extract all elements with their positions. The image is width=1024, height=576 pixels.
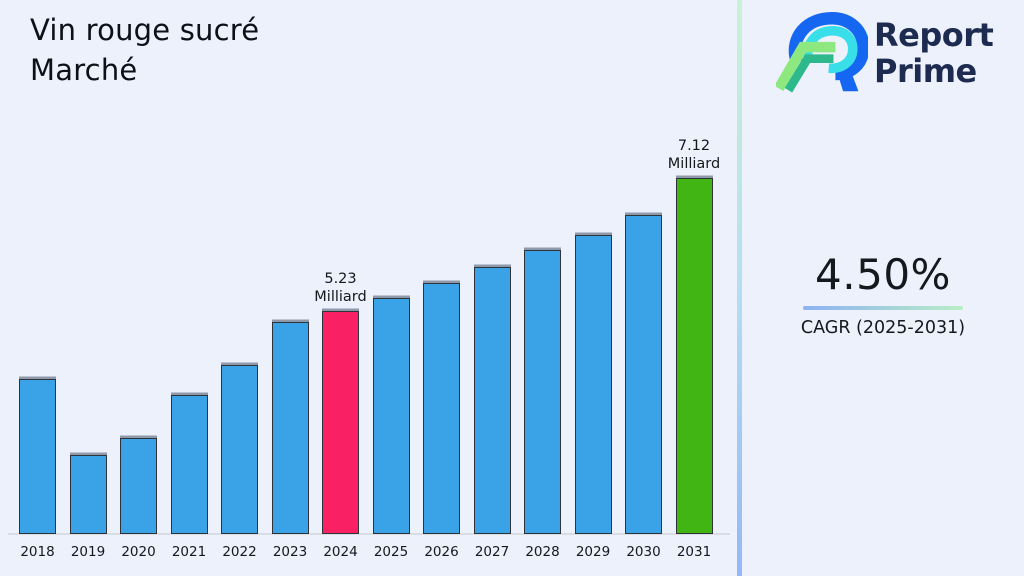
x-axis-label-2026: 2026 [424, 544, 459, 560]
x-axis-label-2024: 2024 [323, 544, 358, 560]
bar-2030 [625, 215, 662, 534]
cagr-underline [803, 306, 963, 310]
x-axis-label-2019: 2019 [70, 544, 106, 560]
logo-text-line2: Prime [874, 52, 977, 90]
annotation-unit: Milliard [667, 155, 721, 172]
x-axis-line [8, 533, 730, 535]
chart-panel: Vin rouge sucré Marché 2018 2019 2020 2021 2… [8, 10, 730, 560]
cagr-label: CAGR (2025-2031) [800, 317, 966, 338]
chart-title-line1: Vin rouge sucré [30, 13, 260, 47]
annotation-value: 7.12 [677, 138, 711, 154]
x-axis-label-2020: 2020 [121, 544, 156, 560]
x-axis-label-2023: 2023 [272, 544, 308, 560]
x-axis-label-2018: 2018 [20, 544, 55, 560]
report-prime-logo-icon [774, 8, 870, 98]
bar-2029 [574, 235, 612, 534]
panel-divider [737, 0, 742, 576]
bar-2023 [271, 322, 309, 534]
bar-2020 [120, 438, 157, 534]
annotation-2024: 5.23 Milliard [314, 271, 366, 306]
bar-2024 [322, 311, 359, 534]
bar-2022 [221, 365, 258, 534]
x-axis-label-2025: 2025 [373, 544, 409, 560]
annotation-unit: Milliard [314, 288, 367, 305]
x-axis-label-2027: 2027 [474, 544, 510, 560]
x-axis-label-2030: 2030 [626, 544, 661, 560]
annotation-value: 5.23 [324, 271, 357, 287]
bar-2028 [524, 250, 561, 534]
chart-title: Vin rouge sucré Marché [30, 10, 259, 90]
x-axis-label-2029: 2029 [575, 544, 611, 560]
logo-text-line1: Report [874, 16, 994, 54]
logo-text: Report Prime [874, 16, 994, 90]
bar-2018 [19, 379, 56, 534]
x-axis-label-2022: 2022 [222, 544, 257, 560]
bar-2019 [69, 455, 107, 534]
bar-2027 [473, 267, 511, 534]
right-panel: Report Prime 4.50% CAGR (2025-2031) [742, 0, 1024, 576]
cagr-block: 4.50% CAGR (2025-2031) [787, 250, 979, 338]
cagr-value: 4.50% [815, 250, 951, 299]
bar-2031 [675, 178, 713, 534]
x-axis-label-2031: 2031 [676, 544, 712, 560]
x-axis-label-2021: 2021 [171, 544, 207, 560]
annotation-2031: 7.12 Milliard [668, 138, 720, 173]
bar-2021 [170, 395, 208, 534]
x-axis-label-2028: 2028 [525, 544, 560, 560]
bar-2025 [372, 298, 410, 534]
bar-2026 [423, 283, 460, 534]
brand-logo: Report Prime [774, 8, 994, 98]
chart-title-line2: Marché [30, 53, 138, 87]
